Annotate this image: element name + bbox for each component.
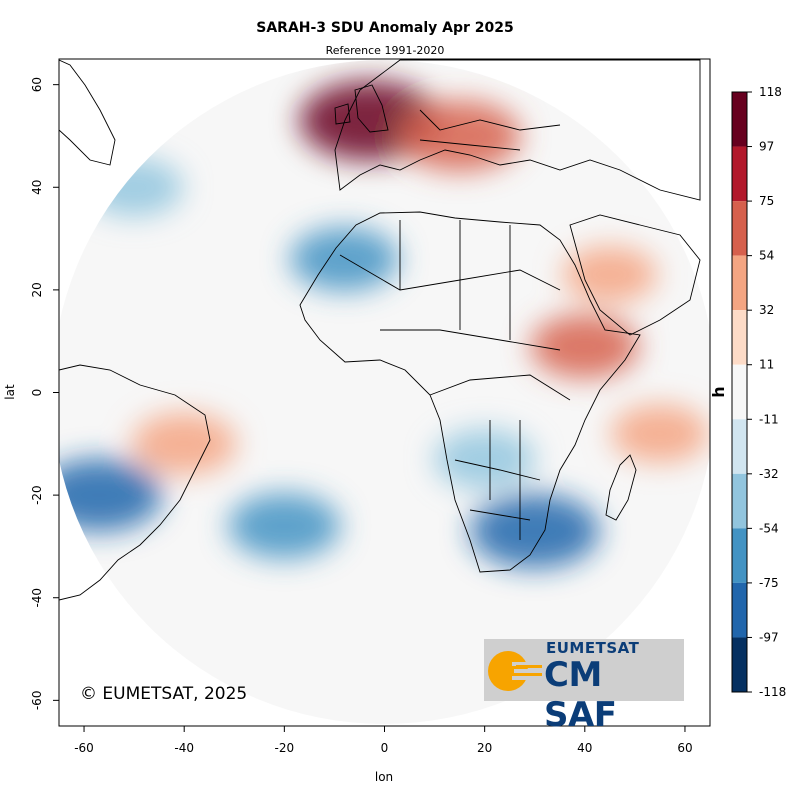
- anomaly-region: [290, 227, 399, 291]
- colorbar-unit: h: [709, 386, 728, 397]
- x-axis-label: lon: [375, 770, 393, 784]
- colorbar-label: 97: [759, 140, 774, 154]
- colorbar-label: 11: [759, 358, 774, 372]
- colorbar-label: 75: [759, 194, 774, 208]
- colorbar-segment: [732, 364, 747, 420]
- y-tick-label: -60: [30, 691, 44, 711]
- colorbar-segment: [732, 255, 747, 311]
- logo-brand-text: CM SAF: [544, 655, 617, 735]
- cmsaf-logo: EUMETSAT CM SAF: [484, 639, 684, 735]
- x-tick-label: 0: [381, 741, 389, 755]
- colorbar: 118 97 75 54 32 11 -11 -32 -54 -75 -97 -118: [731, 85, 786, 699]
- anomaly-region: [562, 246, 658, 303]
- anomaly-region: [610, 404, 709, 463]
- y-tick-label: -40: [30, 588, 44, 608]
- colorbar-label: -118: [759, 685, 786, 699]
- y-tick-label: 0: [30, 389, 44, 397]
- coastlines: [59, 59, 701, 601]
- chart-subtitle: Reference 1991-2020: [325, 44, 445, 57]
- logo-org-text: EUMETSAT: [546, 639, 640, 657]
- anomaly-region: [530, 314, 640, 379]
- colorbar-segment: [732, 419, 747, 474]
- x-tick-label: 60: [677, 741, 692, 755]
- colorbar-label: 32: [759, 303, 774, 317]
- colorbar-segment: [732, 201, 747, 256]
- y-tick-label: 60: [30, 77, 44, 92]
- colorbar-segment: [732, 637, 747, 692]
- anomaly-region: [433, 429, 536, 490]
- y-tick-label: -20: [30, 485, 44, 505]
- x-tick-label: 40: [577, 741, 592, 755]
- colorbar-label: -75: [759, 576, 779, 590]
- chart-title: SARAH-3 SDU Anomaly Apr 2025: [256, 20, 514, 36]
- colorbar-label: -11: [759, 412, 779, 426]
- y-axis: 60 40 20 0 -20 -40 -60: [30, 77, 59, 710]
- copyright-text: © EUMETSAT, 2025: [80, 684, 248, 704]
- colorbar-segment: [732, 92, 747, 147]
- colorbar-label: -32: [759, 467, 779, 481]
- colorbar-label: -97: [759, 630, 779, 644]
- y-tick-label: 20: [30, 282, 44, 297]
- anomaly-region: [131, 412, 237, 475]
- anomaly-region: [85, 158, 184, 217]
- colorbar-label: 118: [759, 85, 782, 99]
- colorbar-segment: [732, 146, 747, 202]
- sun-icon: [488, 651, 542, 691]
- y-axis-label: lat: [3, 384, 17, 400]
- x-tick-label: -40: [174, 741, 194, 755]
- colorbar-label: 54: [759, 249, 774, 263]
- colorbar-segment: [732, 310, 747, 365]
- x-tick-label: 20: [477, 741, 492, 755]
- y-tick-label: 40: [30, 180, 44, 195]
- colorbar-segment: [732, 528, 747, 583]
- colorbar-segment: [732, 582, 747, 638]
- anomaly-region: [469, 493, 600, 569]
- anomaly-region: [228, 493, 341, 559]
- colorbar-segment: [732, 473, 747, 529]
- x-axis: -60 -40 -20 0 20 40 60: [74, 726, 693, 755]
- x-tick-label: -20: [275, 741, 295, 755]
- colorbar-label: -54: [759, 521, 779, 535]
- anomaly-region: [398, 100, 521, 172]
- x-tick-label: -60: [74, 741, 94, 755]
- colorbar-frame: [731, 91, 748, 693]
